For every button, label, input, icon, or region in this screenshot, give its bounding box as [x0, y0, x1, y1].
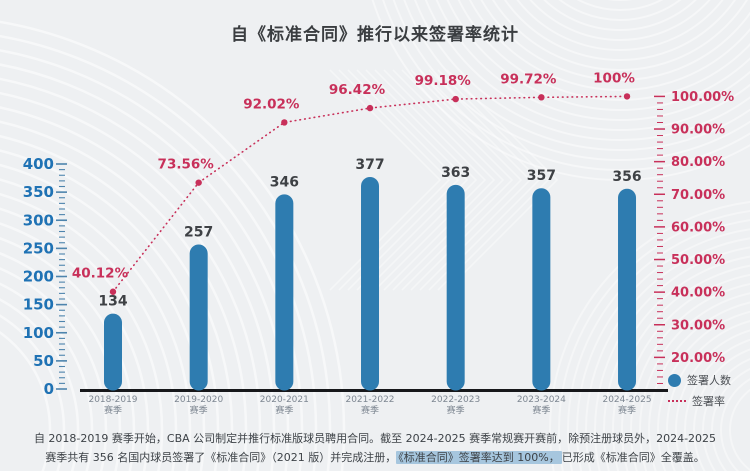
- chart-legend: 签署人数 签署率: [668, 372, 731, 409]
- rate-point-label: 100%: [593, 70, 635, 86]
- bar-2022-2023: [446, 184, 465, 391]
- right-axis-tick-label: 90.00%: [671, 123, 725, 138]
- x-axis-label: 2020-2021: [260, 395, 309, 405]
- x-axis-sublabel: 赛季: [532, 404, 550, 416]
- right-axis-tick-label: 80.00%: [671, 155, 725, 170]
- bar-value-label: 346: [270, 174, 299, 190]
- x-axis-sublabel: 赛季: [190, 404, 208, 416]
- bar-2023-2024: [532, 188, 551, 391]
- caption-line2-post: 已形成《标准合同》全覆盖。: [561, 451, 705, 464]
- caption-line2-pre: 赛季共有 356 名国内球员签署了《标准合同》（2021 版）并完成注册，: [45, 451, 397, 464]
- left-axis-tick-label: 150: [23, 296, 54, 314]
- dotted-line-icon: [668, 400, 686, 402]
- rate-point: [195, 179, 202, 186]
- legend-item-signees: 签署人数: [668, 372, 731, 388]
- bar-2021-2022: [361, 176, 380, 391]
- right-axis-tick-label: 20.00%: [671, 351, 725, 366]
- signing-rate-chart: 400 350 300 250 200 150 100 50 0 100.00% 90.00% 80.…: [23, 70, 735, 416]
- caption-line-1: 自 2018-2019 赛季开始，CBA 公司制定并推行标准版球员聘用合同。截至…: [33, 432, 717, 445]
- rate-point-label: 73.56%: [158, 157, 215, 173]
- rate-point-label: 99.18%: [415, 73, 472, 89]
- rate-point: [109, 288, 117, 295]
- x-axis-label: 2023-2024: [517, 395, 566, 405]
- rate-point: [452, 95, 459, 103]
- x-axis-label: 2022-2023: [431, 395, 480, 405]
- bar-2020-2021: [275, 194, 294, 391]
- x-axis-sublabel: 赛季: [618, 404, 636, 416]
- x-axis-label: 2018-2019: [88, 395, 137, 405]
- x-axis-label: 2021-2022: [345, 395, 394, 405]
- left-axis-tick-label: 250: [23, 239, 54, 257]
- bar-value-label: 134: [98, 294, 127, 310]
- left-axis-tick-label: 300: [23, 211, 54, 229]
- rate-point-label: 40.12%: [72, 266, 129, 282]
- x-axis-sublabel: 赛季: [447, 404, 465, 416]
- bar-2018-2019: [104, 313, 122, 391]
- legend-label-rate: 签署率: [692, 395, 725, 408]
- left-axis-tick-label: 200: [23, 268, 54, 286]
- x-axis-label: 2024-2025: [602, 395, 651, 405]
- caption-paragraph: 自 2018-2019 赛季开始，CBA 公司制定并推行标准版球员聘用合同。截至…: [0, 429, 750, 467]
- left-axis-tick-label: 50: [33, 352, 54, 370]
- right-axis-tick-label: 30.00%: [671, 318, 725, 333]
- rate-point: [538, 94, 545, 101]
- right-axis-tick-label: 70.00%: [671, 188, 725, 203]
- rate-point: [366, 104, 374, 112]
- bar-value-label: 357: [527, 168, 556, 184]
- caption-highlight: 《标准合同》签署率达到 100%，: [396, 451, 562, 464]
- right-axis-tick-label: 100.00%: [671, 90, 734, 105]
- bar-value-label: 363: [441, 165, 470, 181]
- rate-point: [623, 93, 631, 100]
- rate-point-label: 92.02%: [243, 96, 300, 112]
- left-axis-tick-label: 100: [23, 324, 54, 342]
- left-axis-tick-label: 400: [23, 155, 54, 173]
- right-axis-tick-label: 40.00%: [671, 286, 725, 301]
- x-axis-sublabel: 赛季: [275, 404, 293, 416]
- rate-point-label: 99.72%: [500, 71, 557, 87]
- bar-value-label: 257: [184, 224, 213, 240]
- left-axis-tick-label: 350: [23, 183, 54, 201]
- page-title: 自《标准合同》推行以来签署率统计: [231, 25, 519, 45]
- right-axis-tick-label: 50.00%: [671, 253, 725, 268]
- right-axis-tick-label: 60.00%: [671, 220, 725, 235]
- caption-line-2: 赛季共有 356 名国内球员签署了《标准合同》（2021 版）并完成注册， 《标准…: [0, 448, 750, 467]
- bar-series-icon: [668, 373, 681, 387]
- x-axis-sublabel: 赛季: [361, 404, 379, 416]
- x-axis-sublabel: 赛季: [104, 404, 122, 416]
- left-axis-tick-label: 0: [44, 380, 54, 398]
- bar-value-label: 356: [612, 169, 641, 185]
- bar-2024-2025: [618, 188, 637, 391]
- legend-item-rate: 签署率: [668, 393, 731, 409]
- legend-label-signees: 签署人数: [687, 374, 731, 387]
- bar-2019-2020: [189, 244, 208, 391]
- x-axis-label: 2019-2020: [174, 395, 223, 405]
- rate-point-label: 96.42%: [329, 82, 386, 98]
- bar-value-label: 377: [355, 157, 384, 173]
- rate-point: [281, 119, 288, 126]
